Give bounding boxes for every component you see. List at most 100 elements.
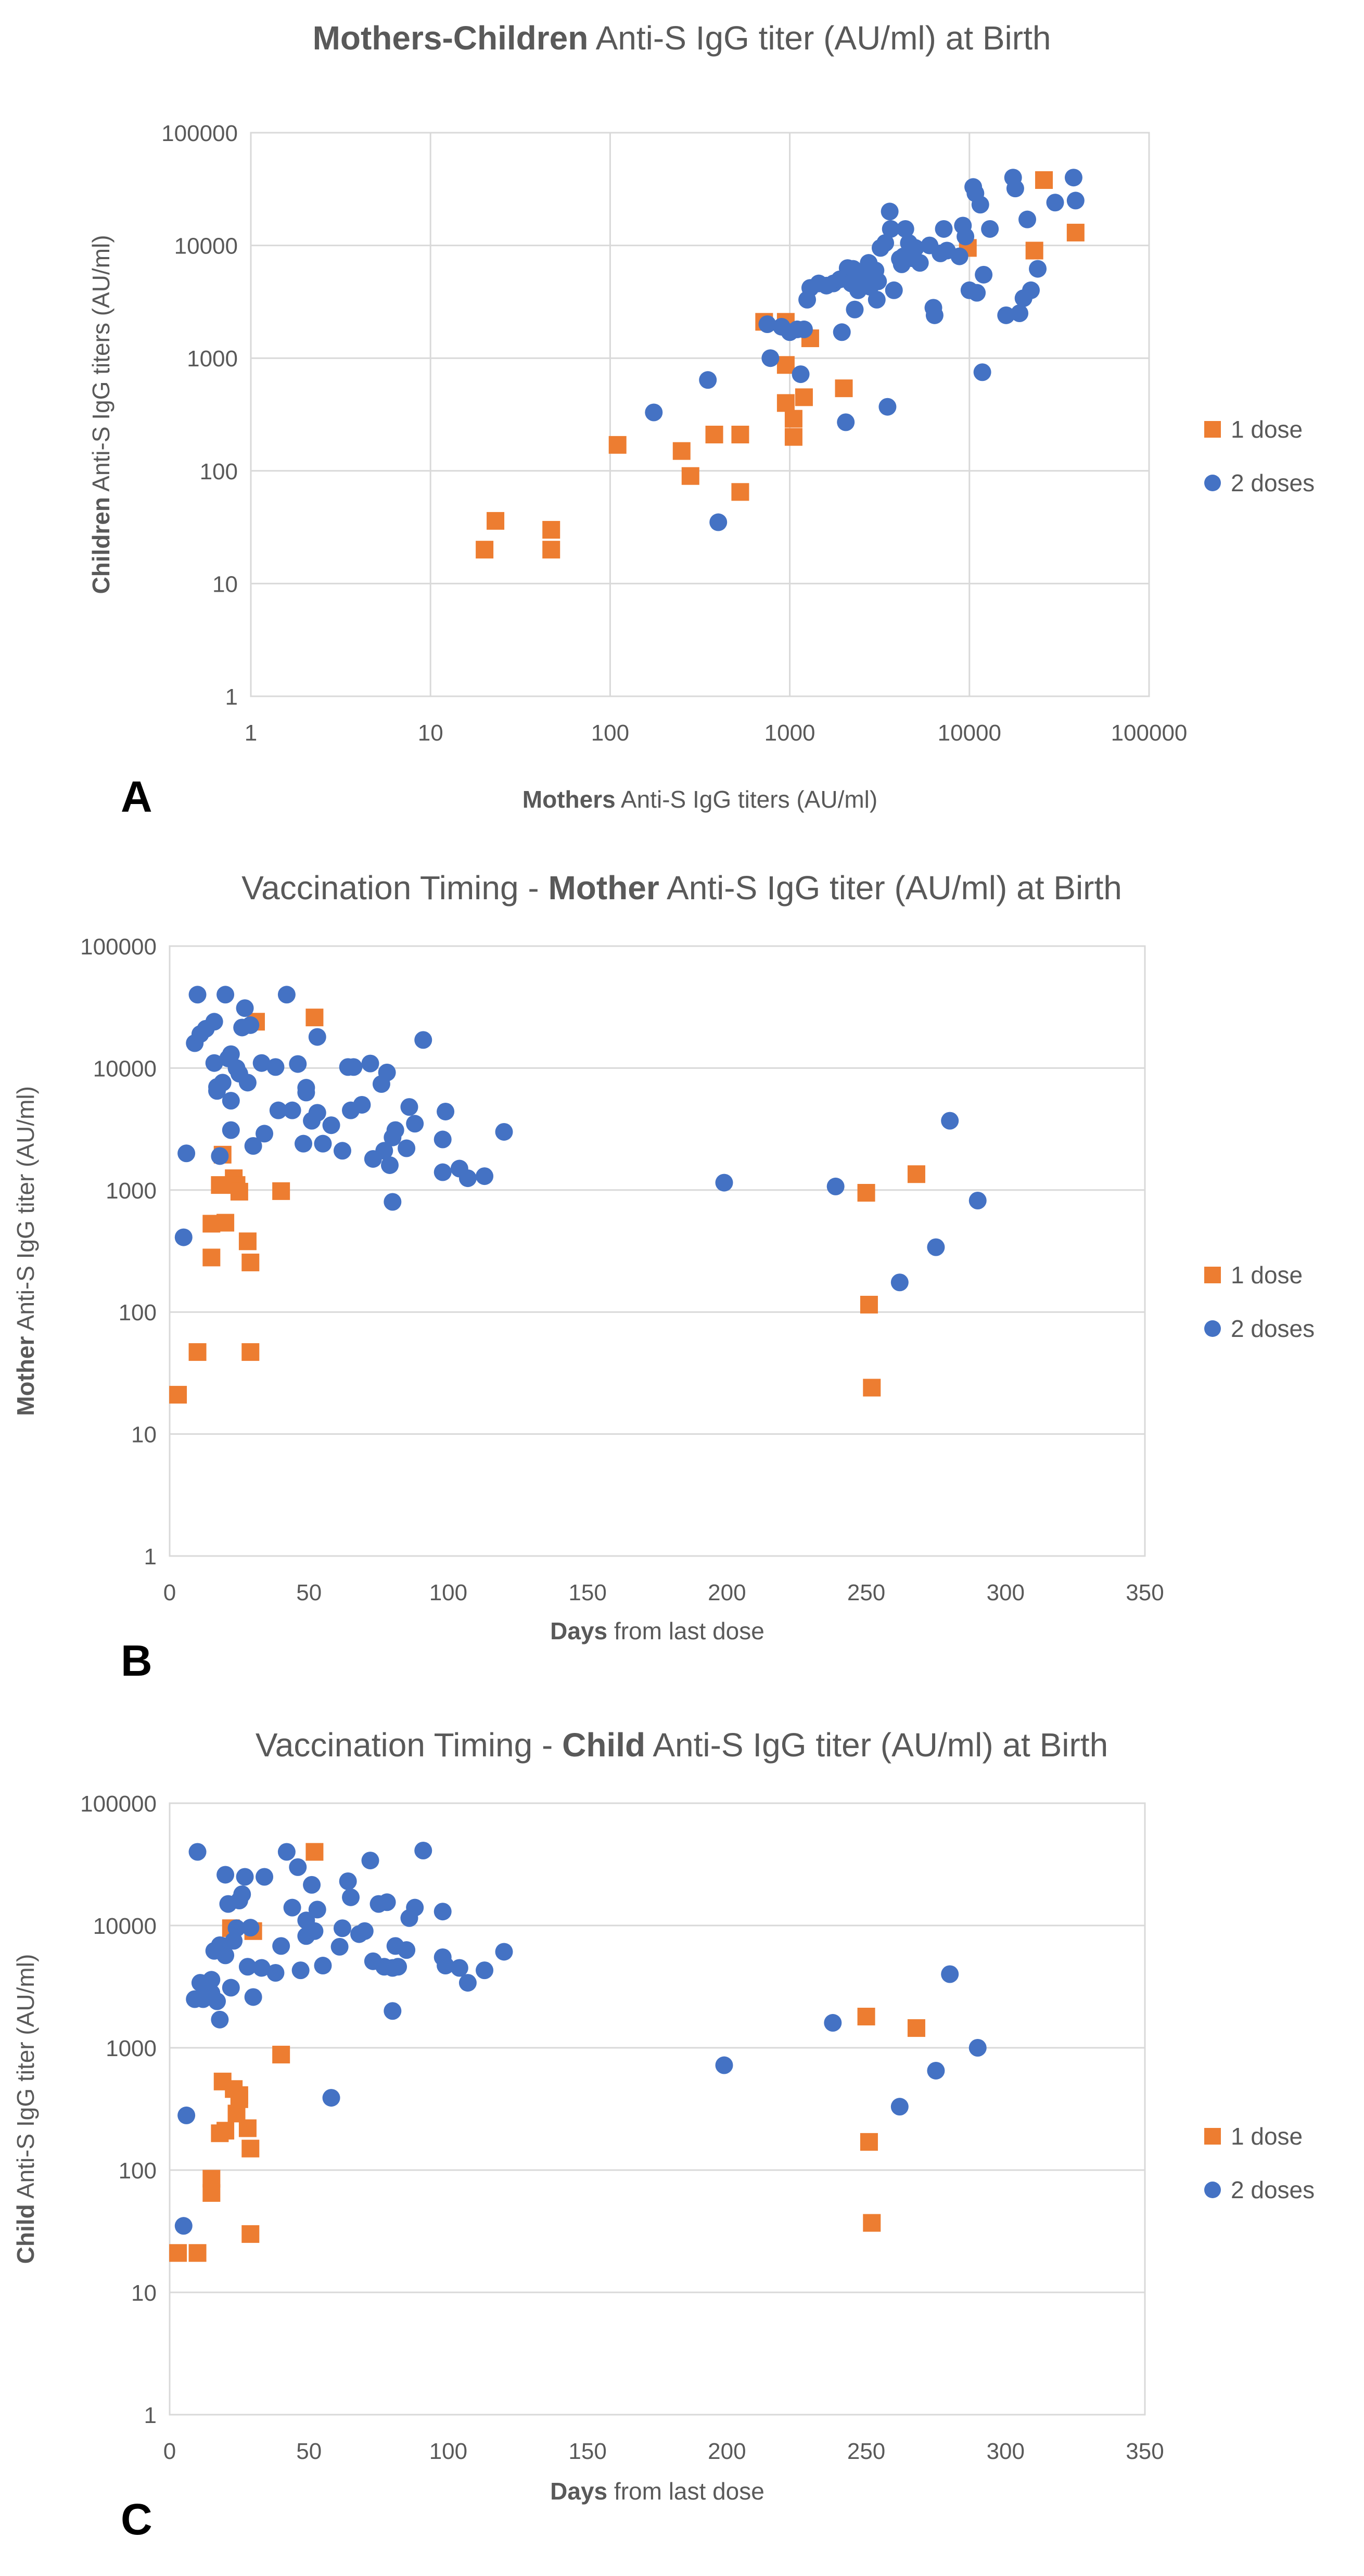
y-tick-label: 100000	[80, 1791, 157, 1817]
data-point-circle	[289, 1858, 307, 1876]
data-point-circle	[1022, 281, 1040, 299]
data-point-circle	[295, 1134, 313, 1153]
data-point-circle	[174, 2217, 193, 2235]
data-point-circle	[322, 1116, 340, 1134]
data-point-circle	[957, 227, 975, 246]
data-point-circle	[389, 1958, 407, 1976]
data-point-circle	[386, 1121, 404, 1139]
x-tick-label: 50	[296, 2439, 322, 2464]
data-point-circle	[1006, 180, 1024, 198]
data-point-circle	[941, 1965, 959, 1983]
data-point-circle	[896, 220, 914, 238]
data-point-circle	[950, 247, 968, 265]
data-point-circle	[174, 1228, 193, 1246]
y-tick-label: 1	[225, 684, 238, 710]
data-point-circle	[973, 363, 991, 381]
y-tick-label: 100000	[80, 934, 157, 960]
data-point-square	[230, 1182, 248, 1201]
data-point-square	[169, 1386, 187, 1404]
data-point-circle	[927, 1238, 945, 1256]
x-tick-label: 0	[163, 1580, 176, 1605]
x-tick-label: 150	[568, 1580, 606, 1605]
chart-title: Vaccination Timing - Mother Anti-S IgG t…	[241, 869, 1122, 907]
data-point-circle	[699, 371, 717, 389]
data-point-square	[241, 1253, 260, 1271]
data-point-circle	[269, 1101, 287, 1119]
y-tick-label: 100000	[161, 121, 238, 146]
legend: 1 dose 2 doses	[1204, 1261, 1315, 1342]
panel-letter: B	[121, 1636, 152, 1685]
data-point-circle	[876, 234, 895, 252]
y-tick-label: 10	[131, 2280, 157, 2306]
data-point-circle	[398, 1941, 416, 1959]
data-point-square	[1025, 241, 1043, 260]
data-point-square	[863, 2214, 881, 2232]
data-point-circle	[941, 1112, 959, 1130]
x-tick-label: 100	[591, 720, 629, 746]
data-point-circle	[177, 2106, 196, 2124]
x-tick-label: 10000	[938, 720, 1001, 746]
x-tick-label: 250	[847, 2439, 885, 2464]
x-tick-label: 350	[1126, 1580, 1164, 1605]
data-point-circle	[868, 290, 886, 309]
data-point-square	[705, 426, 723, 444]
data-point-circle	[330, 1937, 349, 1956]
data-point-square	[784, 428, 802, 446]
data-point-circle	[981, 220, 999, 238]
data-point-circle	[216, 986, 235, 1004]
data-point-circle	[761, 349, 780, 367]
data-point-square	[907, 1165, 925, 1183]
data-point-square	[863, 1379, 881, 1397]
data-point-circle	[414, 1841, 432, 1859]
data-point-circle	[925, 306, 944, 324]
data-point-circle	[283, 1101, 301, 1119]
data-point-circle	[333, 1142, 351, 1160]
data-point-square	[272, 1182, 290, 1200]
data-point-circle	[205, 1013, 223, 1031]
legend-label: 1 dose	[1231, 2123, 1303, 2150]
data-point-circle	[968, 284, 986, 302]
legend-label: 2 doses	[1231, 2176, 1315, 2203]
data-point-circle	[398, 1139, 416, 1157]
x-tick-label: 100	[429, 2439, 467, 2464]
data-point-circle	[252, 1054, 271, 1072]
data-point-circle	[297, 1083, 315, 1102]
data-point-square	[795, 388, 813, 406]
data-point-circle	[305, 1922, 324, 1940]
panel-b: 1 10 100 1000 10000 100000 0 50 100 150 200 250 300 3…	[12, 869, 1315, 1685]
data-point-square	[272, 2046, 290, 2064]
legend: 1 dose 2 doses	[1204, 416, 1315, 496]
series-two-doses	[645, 169, 1085, 531]
data-point-circle	[406, 1898, 424, 1917]
data-point-circle	[272, 1937, 290, 1955]
data-point-square	[216, 2122, 235, 2140]
data-point-square	[784, 410, 802, 428]
data-point-square	[476, 541, 494, 559]
data-point-circle	[345, 1058, 363, 1076]
data-point-circle	[400, 1098, 418, 1116]
data-point-circle	[342, 1888, 360, 1906]
data-point-square	[857, 2008, 875, 2026]
x-tick-label: 350	[1126, 2439, 1164, 2464]
data-point-circle	[434, 1130, 452, 1149]
data-point-circle	[968, 1192, 987, 1210]
data-point-circle	[758, 315, 776, 333]
data-point-square	[776, 356, 795, 374]
data-point-square	[1035, 171, 1053, 189]
series-two-doses	[174, 986, 987, 1292]
data-point-circle	[885, 281, 903, 299]
y-tick-label: 10000	[93, 1914, 157, 1939]
data-point-circle	[890, 2098, 909, 2116]
data-point-circle	[495, 1123, 513, 1141]
x-tick-label: 0	[163, 2439, 176, 2464]
data-point-circle	[227, 1919, 246, 1937]
data-point-circle	[244, 1137, 262, 1155]
data-point-circle	[437, 1102, 455, 1120]
y-axis-label: Child Anti-S IgG titer (AU/ml)	[12, 1954, 39, 2264]
data-point-circle	[236, 1868, 254, 1886]
data-point-circle	[213, 1074, 232, 1092]
data-point-circle	[881, 202, 899, 221]
data-point-circle	[333, 1919, 351, 1937]
legend-label: 2 doses	[1231, 469, 1315, 496]
